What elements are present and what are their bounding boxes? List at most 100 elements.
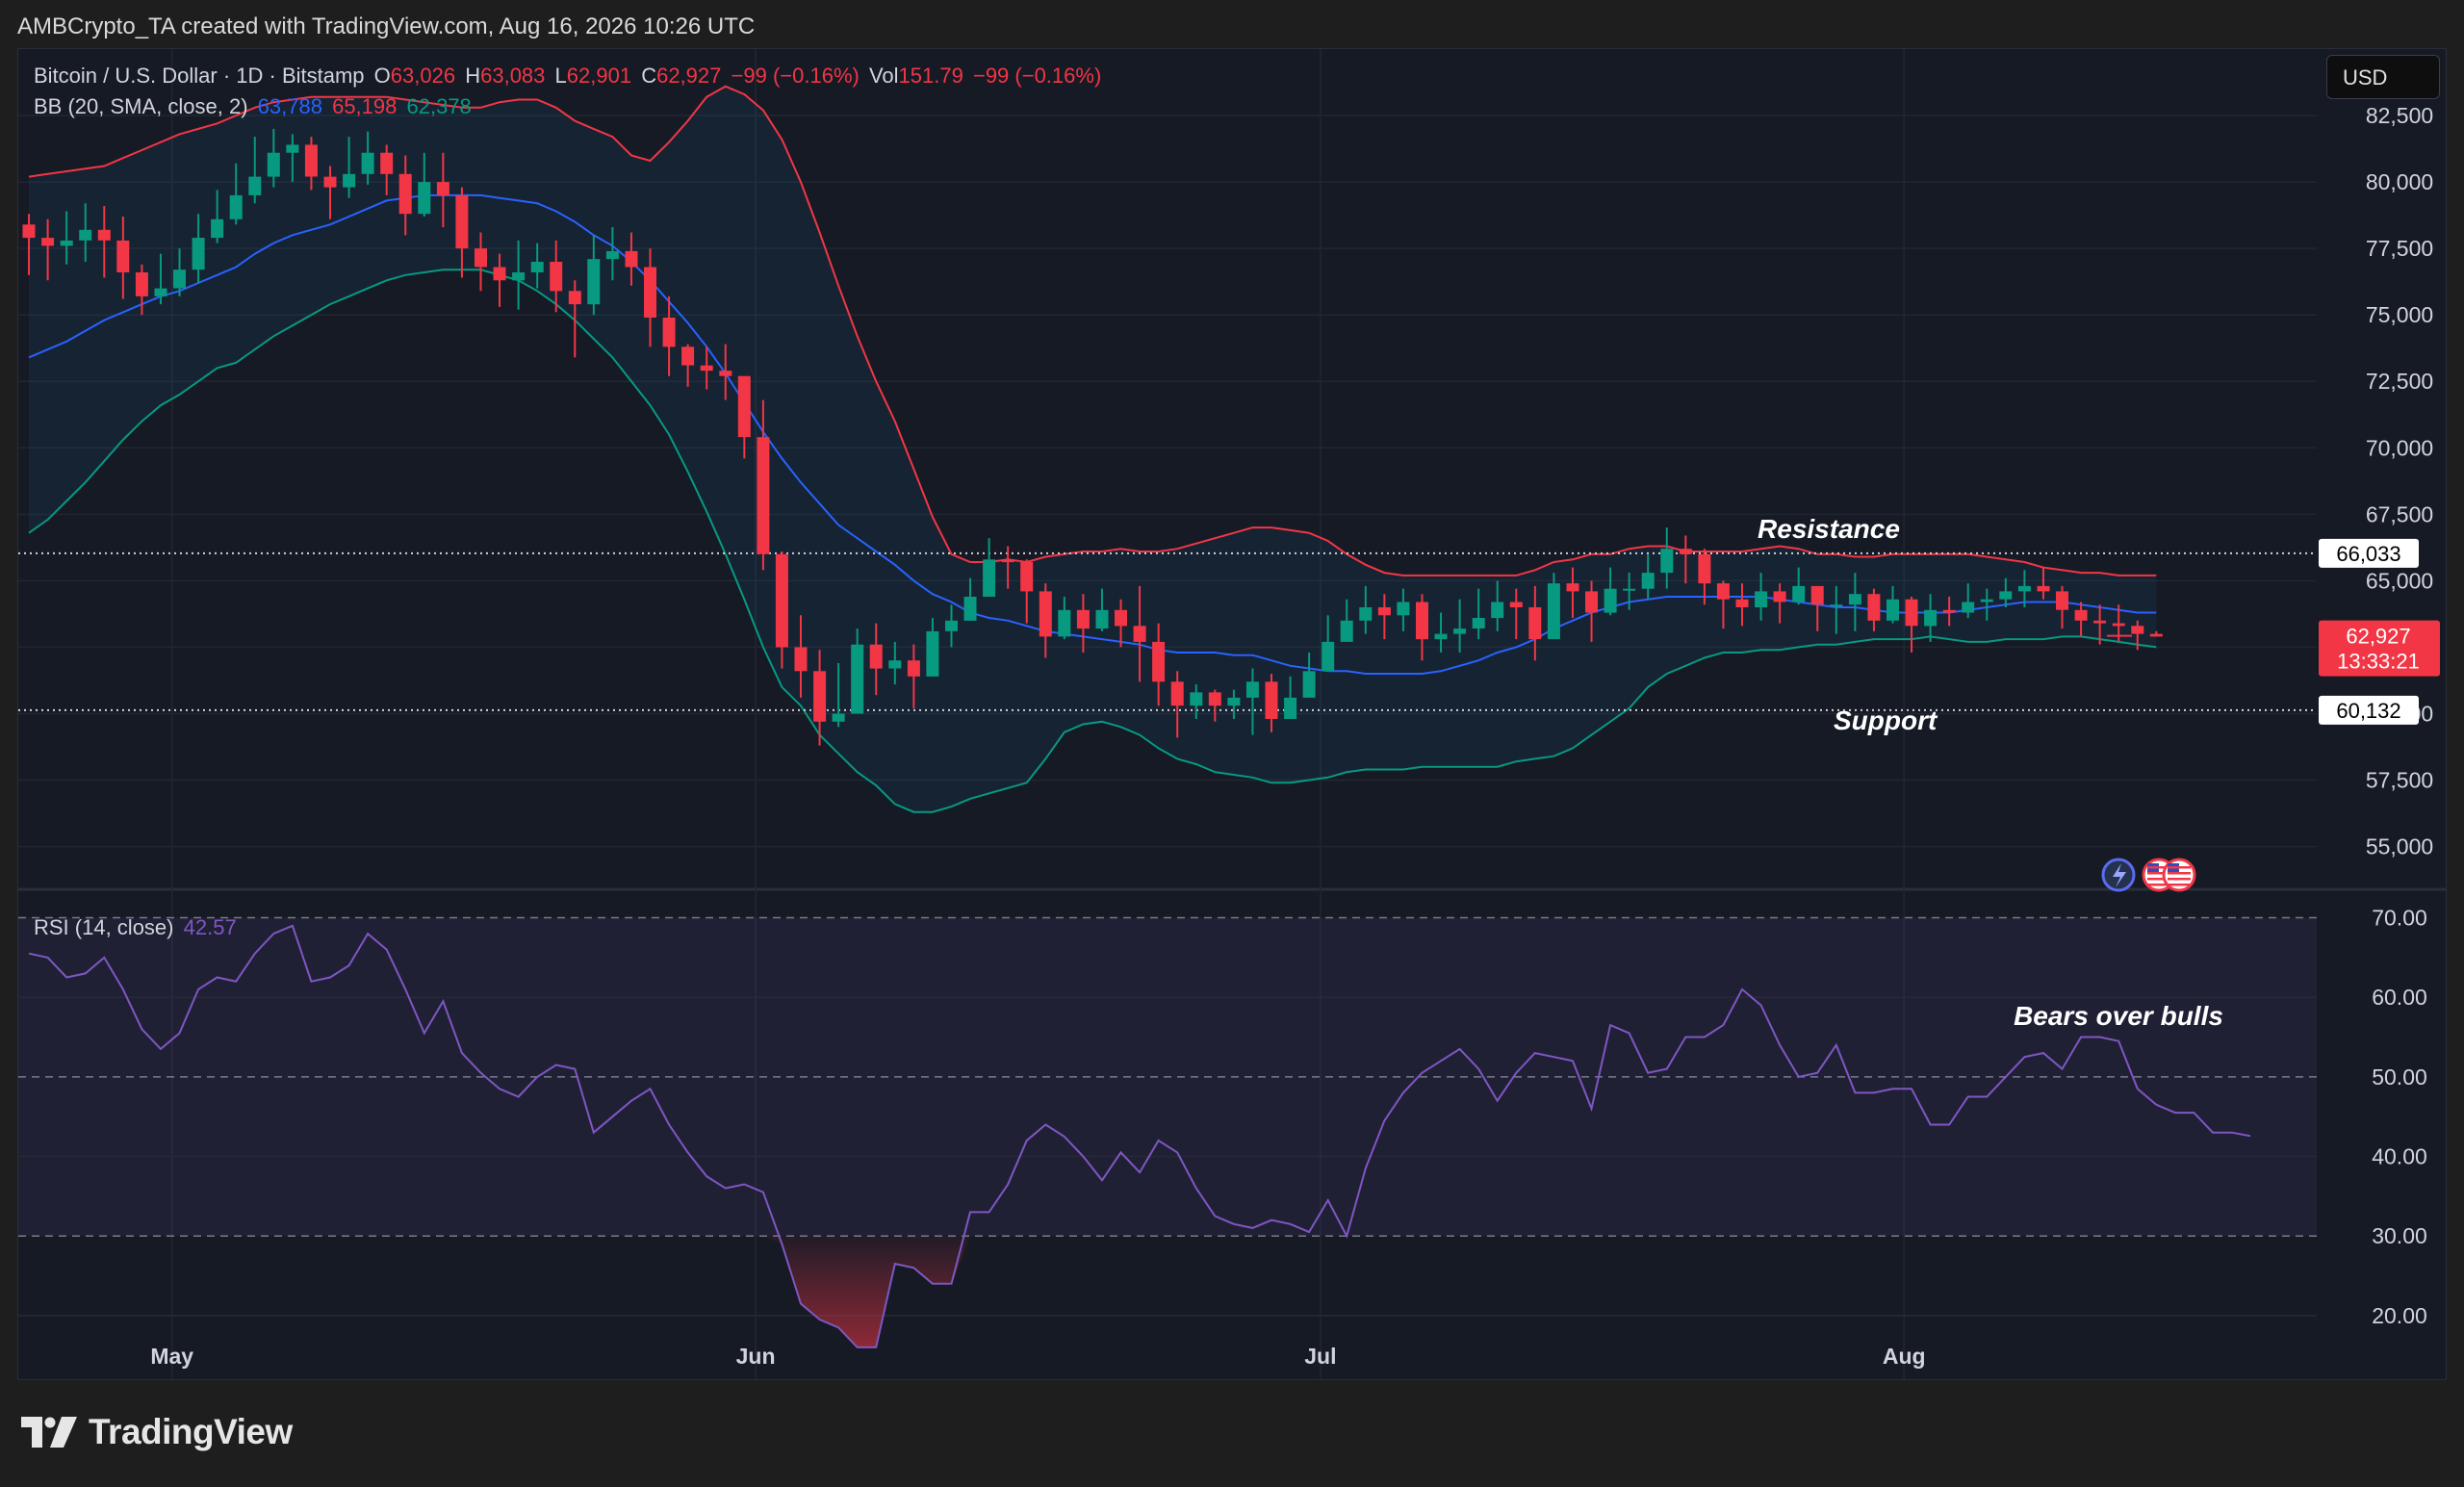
candle-body	[1566, 583, 1579, 592]
candle	[361, 131, 374, 185]
candle	[116, 217, 130, 299]
candle-body	[1528, 607, 1542, 640]
candle-body	[888, 660, 902, 669]
candle	[1322, 615, 1335, 672]
candle-body	[1792, 585, 1806, 602]
bb-legend: BB (20, SMA, close, 2) 63,788 65,198 62,…	[34, 94, 475, 119]
candle-body	[1284, 697, 1297, 719]
candle-body	[1830, 604, 1843, 607]
candle	[493, 253, 506, 307]
candle-body	[625, 250, 638, 268]
candle	[2131, 620, 2144, 651]
tradingview-logo-icon	[21, 1417, 77, 1448]
candle-body	[1810, 585, 1824, 605]
candle	[1905, 596, 1918, 653]
candle	[737, 375, 751, 459]
candle	[1830, 585, 1843, 634]
rsi-oversold-fill	[762, 1236, 971, 1347]
candle	[1886, 585, 1899, 624]
candle	[2093, 604, 2107, 645]
price-tick-label: 77,500	[2366, 236, 2433, 261]
time-tick-label: May	[150, 1344, 193, 1369]
price-tick-label: 80,000	[2366, 169, 2433, 194]
candle-body	[700, 365, 713, 372]
candle	[963, 577, 977, 621]
candle-body	[1020, 562, 1034, 592]
us-flag-stripe-icon	[2147, 872, 2170, 875]
candle	[1359, 585, 1373, 634]
us-flag-stripe-icon	[2168, 866, 2191, 869]
candle-body	[832, 713, 845, 722]
candle	[757, 399, 770, 571]
candle-body	[1095, 609, 1109, 629]
candle-body	[1359, 607, 1373, 621]
candle	[2056, 585, 2068, 629]
candle-body	[1245, 681, 1259, 698]
candle	[1115, 599, 1127, 648]
candle-body	[2093, 620, 2107, 624]
candle	[192, 214, 205, 284]
volume-value: 151.79	[898, 64, 963, 88]
volume-label: Vol	[868, 64, 899, 88]
candle	[1773, 583, 1786, 624]
candle	[1208, 689, 1221, 722]
candle	[1453, 599, 1467, 653]
chart-attribution: AMBCrypto_TA created with TradingView.co…	[17, 13, 756, 39]
price-tick-label: 65,000	[2366, 568, 2433, 593]
candle-body	[775, 553, 788, 648]
candle-body	[1377, 607, 1391, 616]
candle-body	[1962, 602, 1975, 613]
candle-body	[418, 182, 431, 215]
candle	[775, 551, 788, 669]
candle-body	[323, 176, 337, 188]
rsi-line	[28, 924, 2251, 1348]
candle	[304, 137, 318, 191]
candle-body	[343, 173, 356, 188]
symbol-name: Bitcoin / U.S. Dollar · 1D · Bitstamp	[34, 64, 365, 88]
candle	[512, 240, 526, 310]
candle-body	[1058, 609, 1071, 637]
candle	[436, 152, 449, 228]
price-level-label: 60,132	[2319, 695, 2419, 725]
candle-body	[1039, 591, 1052, 637]
event-icons	[2101, 858, 2196, 892]
candle	[1641, 553, 1655, 600]
candle	[1377, 594, 1391, 640]
candle	[568, 280, 581, 358]
candle-body	[154, 288, 167, 296]
candle	[1265, 674, 1278, 732]
candle	[323, 166, 337, 219]
candle-body	[1867, 594, 1881, 621]
bb-basis-line	[28, 193, 2157, 675]
candle-body	[1397, 602, 1410, 616]
candle	[888, 641, 902, 685]
candle	[1472, 588, 1485, 640]
candle	[1585, 580, 1598, 642]
last-price-text: 62,927	[2346, 625, 2410, 649]
candle	[173, 248, 186, 296]
chart-panel[interactable]: Resistance Support Bears over bulls 55,000 5…	[17, 48, 2447, 1380]
candle-body	[41, 238, 55, 246]
tradingview-logo[interactable]: TradingView	[21, 1411, 293, 1453]
us-flag-stripe-icon	[2147, 878, 2170, 881]
rsi-tick-label: 60.00	[2372, 985, 2427, 1010]
last-price-box	[2319, 620, 2440, 677]
candle	[1962, 583, 1975, 619]
candle-body	[286, 144, 299, 153]
rsi-tick-label: 70.00	[2372, 906, 2427, 931]
currency-selector[interactable]: USD	[2326, 55, 2440, 99]
time-tick-label: Jun	[736, 1344, 776, 1369]
candle-body	[1755, 591, 1768, 607]
candle	[22, 214, 36, 275]
price-level-label-text: 66,033	[2336, 542, 2400, 566]
candle-body	[1848, 594, 1861, 605]
candle	[1716, 580, 1730, 629]
candle-body	[568, 291, 581, 305]
candle	[2037, 567, 2050, 600]
candle	[644, 248, 656, 347]
candle-body	[907, 660, 920, 677]
candle	[1679, 535, 1692, 584]
candle-body	[1208, 692, 1221, 706]
chart-canvas[interactable]: Resistance Support Bears over bulls 55,000 5…	[18, 49, 2446, 1379]
